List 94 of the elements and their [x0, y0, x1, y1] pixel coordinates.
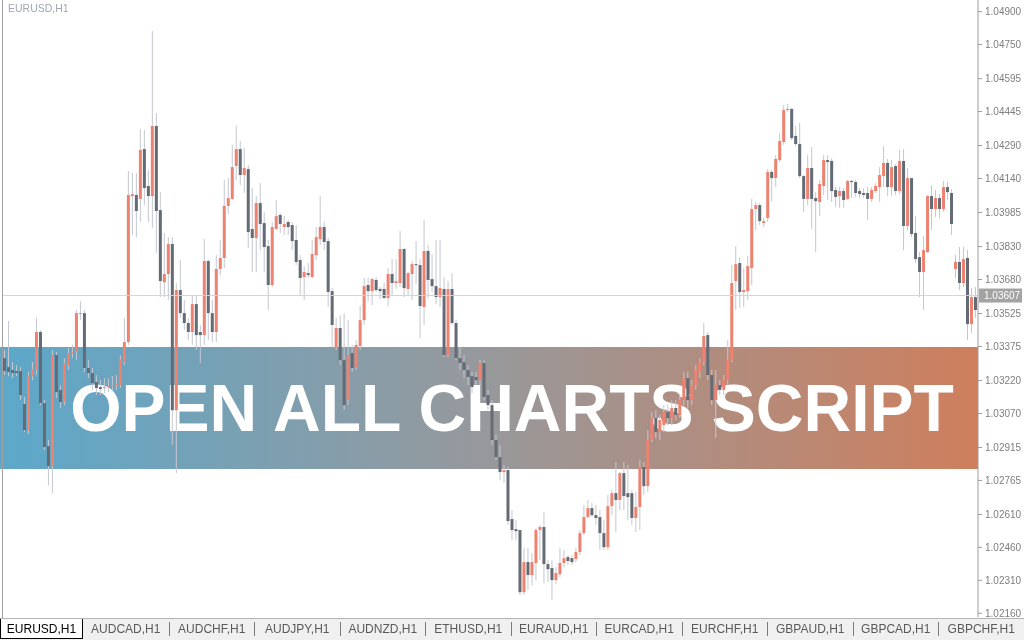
y-tick-label: 1.02460 — [985, 541, 1022, 553]
candlestick — [946, 181, 950, 201]
candlestick — [842, 187, 846, 209]
candlestick — [758, 202, 762, 226]
candlestick — [370, 277, 374, 306]
candlestick — [7, 320, 10, 377]
candlestick — [3, 349, 6, 376]
text: AUDCAD,H1 — [91, 622, 161, 636]
candlestick — [958, 246, 962, 291]
y-tick-label: 1.03070 — [985, 408, 1022, 420]
candlestick — [434, 239, 438, 305]
y-tick-label: 1.04750 — [985, 39, 1022, 51]
candlestick — [826, 154, 830, 201]
candlestick — [890, 159, 894, 197]
candlestick — [70, 344, 74, 359]
candlestick — [694, 364, 698, 391]
candlestick — [162, 232, 166, 298]
candlestick — [178, 259, 182, 319]
y-tick-label: 1.04595 — [985, 73, 1022, 85]
candlestick — [770, 169, 774, 202]
candlestick — [334, 317, 338, 351]
candlestick — [350, 344, 354, 373]
text: EURCHF,H1 — [691, 622, 759, 636]
y-tick-label: 1.03985 — [985, 207, 1022, 219]
candlestick — [234, 125, 238, 181]
y-tick-label: 1.04445 — [985, 106, 1022, 118]
y-tick-label: 1.03220 — [985, 375, 1022, 387]
y-tick-label: 1.04900 — [985, 6, 1022, 18]
candlestick — [626, 464, 630, 521]
candlestick — [846, 179, 850, 201]
candlestick — [182, 299, 186, 331]
text: AUDNZD,H1 — [348, 622, 418, 636]
chart-title: EURUSD,H1 — [8, 2, 69, 14]
text: GBPCAD,H1 — [861, 622, 931, 636]
candlestick — [186, 317, 190, 341]
candlestick — [974, 286, 977, 319]
candlestick — [210, 299, 214, 343]
text: ETHUSD,H1 — [434, 622, 503, 636]
candlestick — [366, 277, 370, 302]
candlestick — [526, 547, 530, 591]
candlestick — [590, 502, 594, 518]
candlestick — [642, 461, 646, 496]
candlestick — [282, 215, 286, 236]
candlestick — [726, 339, 730, 386]
candlestick — [930, 184, 934, 231]
candlestick — [570, 554, 574, 566]
candlestick — [134, 172, 138, 238]
candlestick — [866, 186, 870, 221]
candlestick — [754, 201, 758, 231]
candlestick — [850, 179, 854, 199]
y-tick-label: 1.03680 — [985, 274, 1022, 286]
y-tick-label: 1.02610 — [985, 509, 1022, 521]
candlestick — [942, 180, 946, 213]
candlestick — [742, 267, 746, 308]
candlestick — [278, 212, 282, 234]
y-tick-label: 1.03375 — [985, 341, 1022, 353]
candlestick — [302, 265, 306, 301]
ref-line-label: 1.03607 — [984, 290, 1021, 302]
candlestick — [86, 359, 90, 379]
candlestick — [882, 145, 886, 188]
candlestick — [934, 189, 938, 218]
candlestick — [310, 239, 314, 279]
text: AUDCHF,H1 — [178, 622, 246, 636]
candlestick — [734, 245, 738, 311]
y-tick-label: 1.03830 — [985, 241, 1022, 253]
candlestick — [554, 566, 558, 585]
y-tick-label: 1.02765 — [985, 474, 1022, 486]
y-tick-label: 1.02915 — [985, 442, 1022, 454]
candlestick — [218, 239, 222, 276]
text: GBPCHF,H1 — [947, 622, 1015, 636]
candlestick — [242, 147, 246, 194]
candlestick — [390, 258, 394, 297]
text: EURCAD,H1 — [604, 622, 674, 636]
candlestick — [598, 509, 602, 551]
y-tick-label: 1.03525 — [985, 308, 1022, 320]
candlestick — [938, 193, 942, 219]
candlestick — [622, 461, 626, 511]
text: AUDJPY,H1 — [265, 622, 330, 636]
candlestick — [502, 464, 506, 484]
candlestick — [878, 166, 882, 203]
text: GBPAUD,H1 — [776, 622, 845, 636]
candlestick — [962, 246, 966, 288]
text: EURAUD,H1 — [519, 622, 589, 636]
candlestick — [614, 461, 618, 533]
candlestick — [838, 186, 842, 209]
y-tick-label: 1.04290 — [985, 140, 1022, 152]
candlestick — [550, 559, 554, 601]
y-tick-label: 1.02160 — [985, 607, 1022, 619]
y-tick-label: 1.04140 — [985, 173, 1022, 185]
candlestick — [258, 182, 262, 251]
candlestick — [566, 554, 570, 566]
candlestick — [802, 174, 806, 213]
y-tick-label: 1.02310 — [985, 574, 1022, 586]
candlestick — [954, 254, 958, 279]
